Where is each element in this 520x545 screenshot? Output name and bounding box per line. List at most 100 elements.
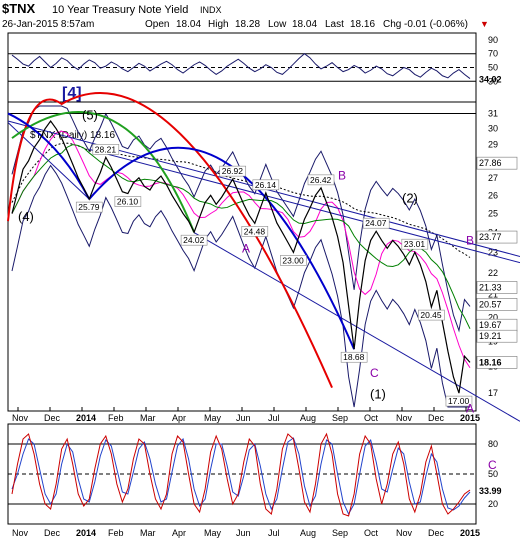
low-value: 18.04 (292, 19, 317, 30)
wave-annotation: (1) (370, 387, 386, 402)
open-value: 18.04 (176, 19, 201, 30)
price-right-label: 19.67 (479, 320, 502, 330)
wave-annotation: C (370, 366, 379, 380)
chart-header: $TNX 10 Year Treasury Note Yield INDX 26… (2, 1, 489, 30)
low-label: Low (268, 19, 287, 30)
middle-trend-line (89, 148, 520, 264)
price-right-label-box (476, 298, 518, 311)
bollinger-lower (11, 164, 470, 408)
price-data-label: 23.01 (404, 239, 426, 249)
price-data-label: 26.10 (117, 197, 139, 207)
price-data-label: 26.92 (222, 166, 244, 176)
quote-datetime: 26-Jan-2015 8:57am (2, 19, 94, 30)
slow-moving-average (11, 144, 471, 329)
indicator-tick-label: 50 (488, 63, 498, 73)
blue-cycle-arc-right (88, 146, 356, 350)
indicator-tick-label: 30 (488, 76, 498, 86)
price-x-tick-label: Jun (236, 413, 251, 423)
oscillator-fast-line (11, 432, 471, 517)
price-right-label: 19.21 (479, 331, 502, 341)
price-label-box (418, 309, 445, 321)
oscillator-x-tick-label: Feb (108, 528, 124, 538)
chg-value: -0.01 (-0.06%) (404, 19, 468, 30)
price-x-tick-label: Nov (396, 413, 413, 423)
price-data-label: 24.07 (365, 218, 387, 228)
price-label-box (180, 234, 208, 246)
symbol-description: 10 Year Treasury Note Yield (52, 4, 188, 16)
wave-annotation: B (466, 233, 474, 247)
indicator-last-value: 34.02 (479, 75, 502, 85)
price-right-label-box (476, 156, 518, 170)
price-data-label: 18.68 (343, 352, 365, 362)
high-value: 18.28 (235, 19, 260, 30)
price-data-label: 26.14 (255, 180, 277, 190)
price-right-label: 18.16 (479, 357, 502, 367)
price-right-label-box (476, 230, 518, 244)
price-right-label: 20.57 (479, 299, 502, 309)
symbol: $TNX (2, 1, 36, 16)
green-cycle-arc (11, 111, 196, 233)
price-x-tick-label: Nov (12, 413, 29, 423)
price-x-tick-label: Feb (108, 413, 124, 423)
wave-annotation: A (466, 402, 474, 416)
oscillator-slow-line (11, 437, 471, 516)
indicator-tick-label: 70 (488, 49, 498, 59)
oscillator-x-tick-label: Jul (268, 528, 280, 538)
exchange: INDX (200, 5, 222, 15)
price-tick-label: 26 (488, 190, 498, 200)
price-right-label: 31 (488, 108, 498, 118)
indicator-line (11, 53, 471, 79)
oscillator-x-tick-label: Jun (236, 528, 251, 538)
price-x-tick-label: 2014 (76, 413, 96, 423)
price-tick-label: 21 (488, 290, 498, 300)
oscillator-x-tick-label: Aug (300, 528, 316, 538)
price-right-label: 21.33 (479, 282, 502, 292)
high-label: High (208, 19, 229, 30)
price-x-tick-label: Apr (172, 413, 186, 423)
down-arrow-icon: ▼ (480, 19, 489, 29)
price-tick-label: 27 (488, 173, 498, 183)
oscillator-x-tick-label: Oct (364, 528, 379, 538)
decline-trend-line (7, 122, 90, 200)
price-panel: $TNX (Daily) 18.16 302928272625242322212… (7, 92, 520, 422)
last-value: 18.16 (350, 19, 375, 30)
oscillator-x-tick-label: Sep (332, 528, 348, 538)
price-right-label: 27.86 (479, 158, 502, 168)
chg-label: Chg (383, 19, 401, 30)
price-label-box (307, 174, 335, 186)
price-right-label-box (476, 281, 518, 294)
price-x-tick-label: Aug (300, 413, 316, 423)
price-data-label: 24.02 (183, 235, 205, 245)
wave-annotation: B (338, 168, 346, 182)
price-x-tick-label: Sep (332, 413, 348, 423)
price-line (11, 119, 471, 394)
oscillator-tick-label: 20 (488, 499, 498, 509)
oscillator-x-tick-label: Dec (428, 528, 445, 538)
price-label-box (219, 165, 247, 177)
price-data-label: 24.48 (244, 226, 266, 236)
oscillator-tick-label: 80 (488, 439, 498, 449)
price-x-tick-label: Oct (364, 413, 379, 423)
price-tick-label: 20 (488, 312, 498, 322)
oscillator-tick-label: 50 (488, 469, 498, 479)
wave-annotation: A (242, 241, 250, 255)
price-right-label-box (476, 329, 518, 343)
last-label: Last (325, 19, 344, 30)
price-tick-label: 23 (488, 247, 498, 257)
price-tick-label: 17 (488, 388, 498, 398)
oscillator-x-tick-label: Dec (44, 528, 61, 538)
price-label-box (340, 351, 368, 363)
price-label-box (241, 226, 269, 237)
oscillator-x-tick-label: May (204, 528, 222, 538)
wave-annotation: (2) (402, 191, 418, 206)
blue-cycle-arc-left (7, 112, 91, 200)
oscillator-wave-label: C (488, 458, 497, 472)
price-x-tick-label: Dec (428, 413, 445, 423)
price-x-tick-label: Mar (140, 413, 156, 423)
price-tick-label: 29 (488, 139, 498, 149)
price-x-tick-label: Dec (44, 413, 61, 423)
oscillator-x-tick-label: 2015 (460, 528, 480, 538)
oscillator-x-tick-label: Nov (396, 528, 413, 538)
